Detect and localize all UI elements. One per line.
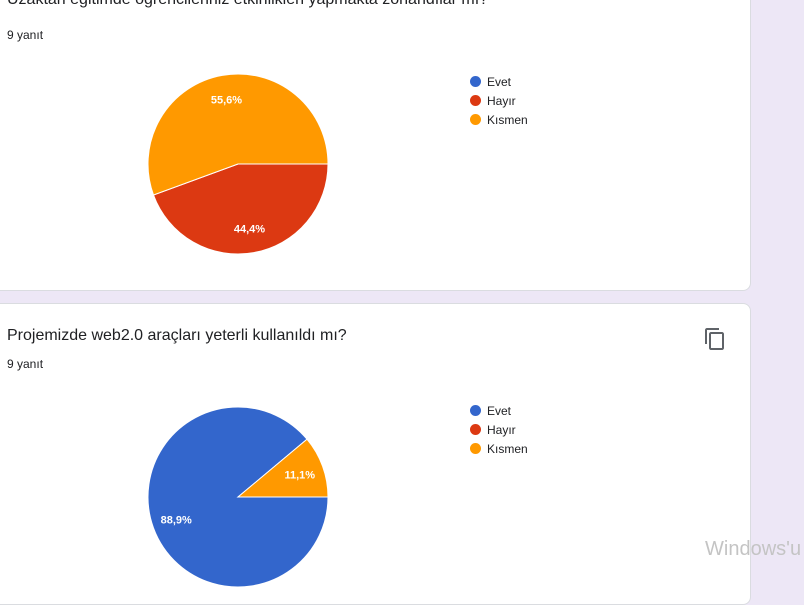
pie-label-kismen: 11,1% [284, 470, 315, 482]
chart-legend: Evet Hayır Kısmen [470, 401, 528, 458]
question-title: Uzaktan eğitimde öğrencileriniz etkinlik… [7, 0, 488, 9]
legend-item-hayir: Hayır [470, 91, 528, 110]
legend-dot-evet [470, 405, 481, 416]
question-card-1: Uzaktan eğitimde öğrencileriniz etkinlik… [0, 0, 751, 291]
legend-label: Kısmen [487, 441, 528, 456]
pie-chart: 44,4% 55,6% [147, 73, 329, 255]
copy-icon [705, 328, 724, 350]
response-count: 9 yanıt [7, 28, 44, 42]
pie-chart: 88,9% 11,1% [147, 406, 329, 588]
legend-label: Kısmen [487, 112, 528, 127]
legend-item-kismen: Kısmen [470, 439, 528, 458]
legend-dot-kismen [470, 114, 481, 125]
pie-slice-hayir [152, 163, 329, 255]
response-count: 9 yanıt [7, 357, 44, 371]
legend-dot-evet [470, 76, 481, 87]
question-title: Projemizde web2.0 araçları yeterli kulla… [7, 327, 347, 344]
legend-label: Hayır [487, 422, 516, 437]
legend-label: Evet [487, 403, 512, 418]
windows-activation-watermark: Windows'u [705, 538, 802, 560]
pie-slice-kismen [147, 73, 329, 196]
copy-chart-button[interactable] [703, 327, 727, 351]
legend-item-kismen: Kısmen [470, 110, 528, 129]
pie-slice-kismen [236, 438, 329, 498]
legend-dot-hayir [470, 424, 481, 435]
legend-dot-kismen [470, 443, 481, 454]
pie-label-evet: 88,9% [161, 514, 192, 526]
chart-legend: Evet Hayır Kısmen [470, 72, 528, 129]
legend-label: Hayır [487, 93, 516, 108]
legend-label: Evet [487, 74, 512, 89]
pie-label-kismen: 55,6% [211, 94, 242, 106]
question-card-2: Projemizde web2.0 araçları yeterli kulla… [0, 303, 751, 605]
legend-item-evet: Evet [470, 72, 528, 91]
legend-item-evet: Evet [470, 401, 528, 420]
pie-label-hayir: 44,4% [234, 224, 265, 236]
legend-dot-hayir [470, 95, 481, 106]
legend-item-hayir: Hayır [470, 420, 528, 439]
